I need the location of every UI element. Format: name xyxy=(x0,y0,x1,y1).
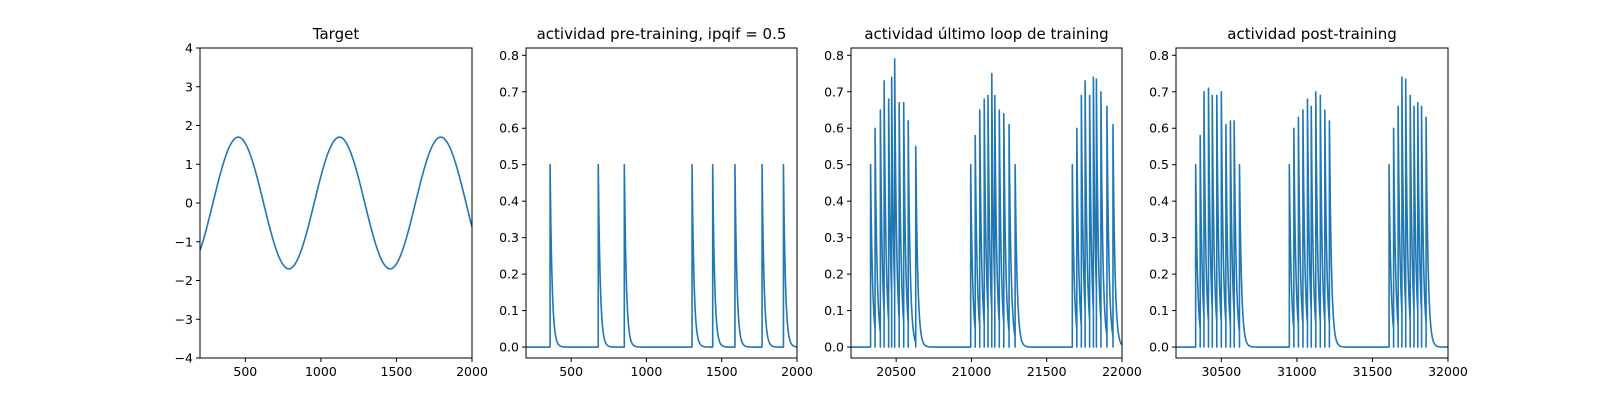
y-tick-label: 0.5 xyxy=(499,157,519,172)
y-tick-label: 2 xyxy=(185,118,193,133)
x-tick-label: 2000 xyxy=(781,364,813,379)
y-tick-label: 0.4 xyxy=(1149,194,1169,209)
y-tick-label: 0.1 xyxy=(824,303,844,318)
y-tick-label: 0.8 xyxy=(1149,48,1169,63)
x-tick-label: 31000 xyxy=(1277,364,1317,379)
y-tick-label: 0.0 xyxy=(499,340,519,355)
chart-panel-3: 20500 21000 21500 22000 0.0 0.1 0.2 0.3 0.4 0.5 0.… xyxy=(824,25,1142,379)
x-tick-label: 22000 xyxy=(1102,364,1142,379)
y-tick-label: 0.7 xyxy=(1149,84,1169,99)
y-tick-label: 3 xyxy=(185,79,193,94)
y-tick-label: 0 xyxy=(185,196,193,211)
x-tick-label: 500 xyxy=(559,364,583,379)
y-tick-label: 0.8 xyxy=(824,48,844,63)
y-tick-label: 0.6 xyxy=(1149,121,1169,136)
x-tick-label: 21000 xyxy=(952,364,992,379)
y-tick-label: 1 xyxy=(185,157,193,172)
series-line-1 xyxy=(851,58,1122,348)
y-tick-label: 0.3 xyxy=(1149,230,1169,245)
x-tick-label: 2000 xyxy=(456,364,488,379)
x-tick-label: 21500 xyxy=(1027,364,1067,379)
chart-title: Target xyxy=(312,25,360,43)
y-tick-label: 0.4 xyxy=(824,194,844,209)
chart-title: actividad pre-training, ipqif = 0.5 xyxy=(537,25,787,43)
y-tick-label: 0.1 xyxy=(1149,303,1169,318)
plot-frame xyxy=(850,47,1123,359)
x-tick-label: 1500 xyxy=(706,364,738,379)
chart-panel-2: 500 1000 1500 2000 0.0 0.1 0.2 0.3 0.4 0.5 0.6 0.7 0… xyxy=(499,25,813,379)
y-tick-label: 0.1 xyxy=(499,303,519,318)
y-tick-label: 0.5 xyxy=(1149,157,1169,172)
chart-title: actividad último loop de training xyxy=(864,25,1108,43)
x-tick-label: 31500 xyxy=(1353,364,1393,379)
x-tick-label: 30500 xyxy=(1201,364,1241,379)
y-tick-label: 0.0 xyxy=(824,340,844,355)
y-tick-label: 0.0 xyxy=(1149,340,1169,355)
x-tick-label: 500 xyxy=(233,364,257,379)
y-tick-label: 0.2 xyxy=(499,267,519,282)
y-tick-label: 0.2 xyxy=(1149,267,1169,282)
chart-panel-4: 30500 31000 31500 32000 0.0 0.1 0.2 0.3 0.4 0.5 0.… xyxy=(1149,25,1468,379)
y-tick-label: 0.7 xyxy=(824,84,844,99)
y-tick-label: 0.7 xyxy=(499,84,519,99)
y-tick-label: 0.2 xyxy=(824,267,844,282)
y-tick-label: 0.4 xyxy=(499,194,519,209)
y-tick-label: 0.3 xyxy=(824,230,844,245)
y-tick-label: 0.6 xyxy=(499,121,519,136)
x-tick-label: 1500 xyxy=(381,364,413,379)
y-tick-label: 0.6 xyxy=(824,121,844,136)
chart-panel-1: 500 1000 1500 2000 −4 −3 −2 −1 0 1 2 3 4 Target xyxy=(175,25,488,379)
y-tick-label: 0.3 xyxy=(499,230,519,245)
x-tick-label: 32000 xyxy=(1428,364,1468,379)
y-tick-label: −2 xyxy=(175,273,193,288)
y-tick-label: −4 xyxy=(175,351,193,366)
x-tick-label: 20500 xyxy=(876,364,916,379)
y-tick-label: −1 xyxy=(175,234,193,249)
y-tick-label: 0.8 xyxy=(499,48,519,63)
y-tick-label: −3 xyxy=(175,312,193,327)
chart-title: actividad post-training xyxy=(1227,25,1396,43)
series-line-1 xyxy=(200,136,472,270)
x-tick-label: 1000 xyxy=(631,364,663,379)
y-tick-label: 0.5 xyxy=(824,157,844,172)
series-line-1 xyxy=(1176,76,1448,348)
plot-frame xyxy=(1175,47,1449,359)
x-tick-label: 1000 xyxy=(305,364,337,379)
series-line-1 xyxy=(526,163,797,348)
plot-frame xyxy=(525,47,798,359)
y-tick-label: 4 xyxy=(185,41,193,56)
